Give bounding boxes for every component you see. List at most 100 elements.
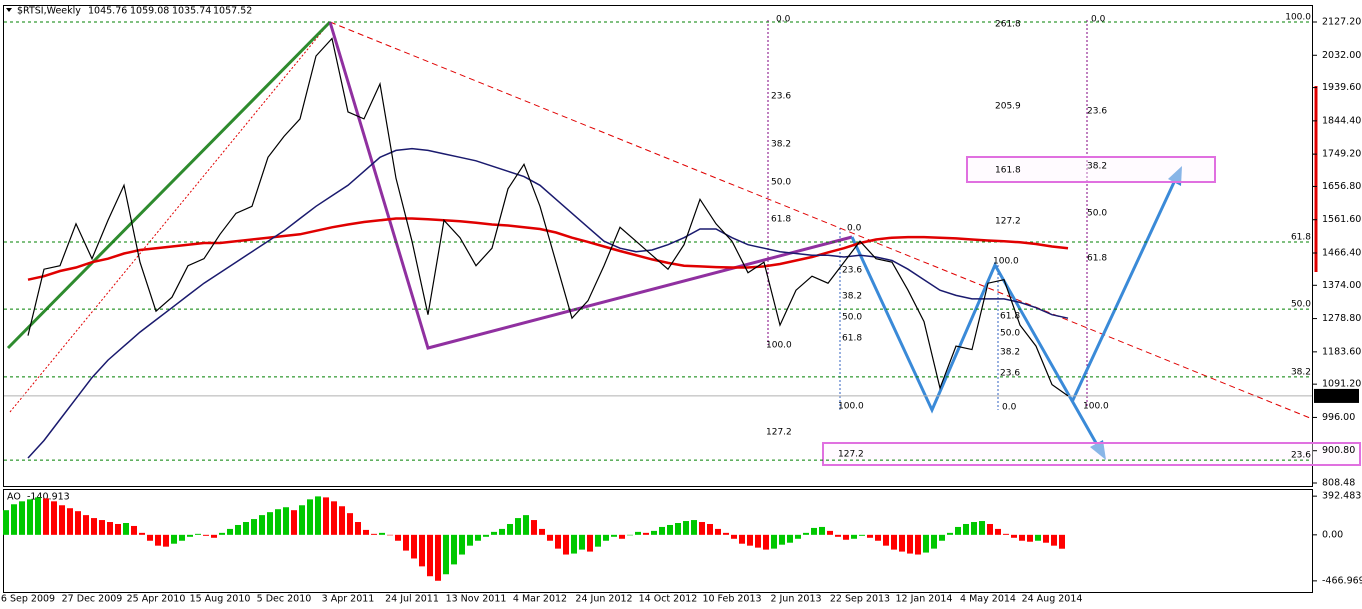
ao-bar <box>923 534 929 553</box>
ao-bar <box>675 523 681 535</box>
ao-bar <box>1035 534 1041 541</box>
ao-bar <box>435 534 441 581</box>
close-value: 1057.52 <box>213 6 252 17</box>
y-tick-label: 1844.40 <box>1322 115 1361 126</box>
ao-bar <box>707 523 713 535</box>
ao-bar <box>211 534 217 538</box>
ao-bar <box>995 528 1001 535</box>
ao-bar <box>411 534 417 559</box>
ao-panel <box>3 489 1313 593</box>
ao-bar <box>291 510 297 535</box>
y-tick-label: 1561.60 <box>1322 214 1361 225</box>
ao-bar <box>907 534 913 554</box>
ao-title: AO <box>7 492 21 503</box>
ao-bar <box>75 511 81 535</box>
ao-bar <box>307 499 313 535</box>
ao-bar <box>731 534 737 539</box>
y-tick-label: 1939.60 <box>1322 82 1361 93</box>
x-tick-label: 15 Aug 2010 <box>190 594 251 605</box>
ao-bar <box>787 534 793 543</box>
price-tag-label: 1057.52 <box>1317 390 1356 401</box>
pattern-line <box>328 21 853 350</box>
fib-level-label: 50.0 <box>1291 300 1311 310</box>
fib-label: 50.0 <box>1000 329 1020 339</box>
fib-label: 61.8 <box>842 334 862 344</box>
low-value: 1035.74 <box>172 6 211 17</box>
x-tick-label: 12 Jan 2014 <box>896 594 953 605</box>
ao-bar <box>795 534 801 539</box>
fib-label: 127.2 <box>838 450 864 460</box>
y-tick-label: 1091.20 <box>1322 379 1361 390</box>
ao-bar <box>715 528 721 535</box>
fib-level-label: 23.6 <box>1291 451 1311 461</box>
ao-bar <box>155 534 161 546</box>
fib-label: 23.6 <box>771 92 791 102</box>
ao-bar <box>643 532 649 535</box>
ao-bar <box>755 534 761 548</box>
fib-label: 61.8 <box>1000 312 1020 322</box>
x-tick-label: 2 Jun 2013 <box>770 594 821 605</box>
ao-bar <box>515 518 521 535</box>
ao-bar <box>659 526 665 535</box>
ao-bar <box>947 532 953 535</box>
ao-bar <box>323 497 329 535</box>
target-box <box>966 156 1216 183</box>
ao-value: -140.913 <box>27 492 70 503</box>
ao-bar <box>187 534 193 537</box>
high-value: 1059.08 <box>130 6 169 17</box>
ao-bar <box>843 534 849 540</box>
ao-bar <box>395 534 401 541</box>
ao-bar <box>899 534 905 552</box>
x-tick-label: 22 Sep 2013 <box>830 594 890 605</box>
y-tick-label: 1466.40 <box>1322 247 1361 258</box>
ao-bar <box>371 533 377 535</box>
ao-bar <box>667 524 673 535</box>
series-line <box>27 37 1069 397</box>
ao-bar <box>35 497 41 535</box>
ao-bar <box>3 510 9 535</box>
menu-arrow[interactable] <box>6 8 12 12</box>
ao-bar <box>203 534 209 536</box>
chart-title: $RTSI,Weekly <box>17 6 81 17</box>
ao-bar <box>555 534 561 549</box>
ao-bar <box>723 532 729 535</box>
ao-bar <box>491 531 497 535</box>
ao-bar <box>427 534 433 577</box>
fib-level-label: 61.8 <box>1291 232 1311 242</box>
ao-bar <box>579 534 585 550</box>
ao-bar <box>179 534 185 541</box>
ao-bar <box>819 526 825 535</box>
ao-bar <box>27 499 33 535</box>
x-tick-label: 27 Dec 2009 <box>62 594 123 605</box>
ao-bar <box>619 534 625 539</box>
fib-label: 127.2 <box>766 428 792 438</box>
ao-bar <box>443 534 449 575</box>
ao-bar <box>603 534 609 541</box>
ao-bar <box>867 534 873 538</box>
fib-level-label: 100.0 <box>1285 12 1311 22</box>
ao-bar <box>451 534 457 565</box>
ao-bar <box>1043 534 1049 543</box>
ao-bar <box>83 515 89 535</box>
ao-bar <box>563 534 569 555</box>
ao-bar <box>195 533 201 535</box>
ao-bar <box>939 534 945 541</box>
ao-bar <box>219 532 225 535</box>
fib-label: 0.0 <box>776 15 791 25</box>
fib-label: 100.0 <box>838 402 864 412</box>
fib-label: 23.6 <box>1087 107 1107 117</box>
x-tick-label: 10 Feb 2013 <box>702 594 761 605</box>
ao-bar <box>571 534 577 554</box>
y-tick-label: 996.00 <box>1322 412 1355 423</box>
y-tick-label: 1656.80 <box>1322 181 1361 192</box>
ao-bar <box>59 505 65 535</box>
ao-bar <box>43 498 49 535</box>
x-tick-label: 4 May 2014 <box>960 594 1016 605</box>
trend-line <box>329 21 1311 419</box>
y-tick-label: 2127.20 <box>1322 16 1361 27</box>
ao-bar <box>347 513 353 535</box>
fib-label: 205.9 <box>995 102 1021 112</box>
ao-bar <box>851 534 857 539</box>
ao-bar <box>267 512 273 535</box>
